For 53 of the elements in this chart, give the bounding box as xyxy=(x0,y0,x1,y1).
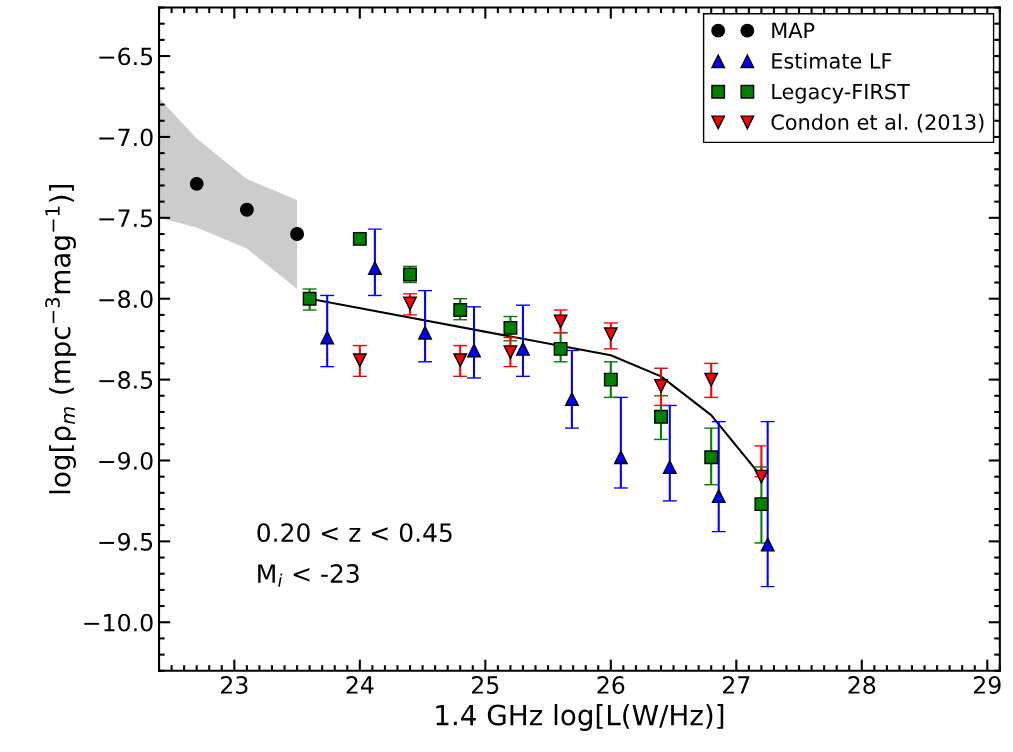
point xyxy=(754,469,769,484)
x-tick-label: 28 xyxy=(848,676,876,694)
point xyxy=(654,379,668,394)
point xyxy=(760,537,775,552)
point xyxy=(290,227,305,241)
point xyxy=(453,353,468,368)
point xyxy=(564,392,579,406)
point xyxy=(654,409,668,424)
point xyxy=(553,341,568,356)
x-tick-label: 26 xyxy=(597,676,625,694)
y-tick-label: −7.0 xyxy=(99,128,153,147)
y-tick-label: −9.5 xyxy=(99,532,153,551)
point xyxy=(403,296,417,311)
point xyxy=(603,372,618,387)
point xyxy=(352,353,367,368)
point xyxy=(704,372,719,387)
x-axis-title: 1.4 GHz log[L(W/Hz)] xyxy=(436,704,724,731)
y-tick-label: −7.5 xyxy=(99,209,153,228)
x-tick-label: 25 xyxy=(472,676,499,694)
x-tick-label: 29 xyxy=(973,676,1001,694)
point xyxy=(704,450,719,465)
point xyxy=(503,345,518,360)
point xyxy=(711,489,726,504)
point xyxy=(613,450,628,465)
point xyxy=(189,176,204,191)
point xyxy=(603,327,618,342)
point xyxy=(467,343,481,358)
annotation: 0.20 < z < 0.45 xyxy=(257,523,452,543)
legend-label: Legacy-FIRST xyxy=(772,83,910,104)
y-tick-label: −8.5 xyxy=(99,371,153,389)
annotation: M$_{i}$ < -23 xyxy=(258,564,359,587)
y-tick-label: −6.5 xyxy=(99,47,153,66)
point xyxy=(453,303,468,317)
x-tick-label: 27 xyxy=(723,676,750,694)
legend-label: MAP xyxy=(772,22,815,38)
legend-label: Condon et al. (2013) xyxy=(771,113,984,133)
point xyxy=(553,314,568,329)
point xyxy=(418,325,433,340)
point xyxy=(239,202,254,217)
y-tick-label: −8.0 xyxy=(99,290,153,309)
point xyxy=(503,320,518,335)
point xyxy=(320,330,335,345)
y-axis-title: log[ρ$_{m}$ (mpc$^{−3}$mag$^{−1}$)] xyxy=(45,185,76,494)
point xyxy=(754,497,769,512)
point xyxy=(302,291,317,306)
x-tick-label: 24 xyxy=(346,676,374,694)
point xyxy=(367,261,382,275)
legend-label: Estimate LF xyxy=(772,52,892,69)
x-tick-label: 23 xyxy=(221,676,248,694)
y-tick-label: −9.0 xyxy=(99,451,153,470)
point xyxy=(516,341,530,356)
y-tick-label: −10.0 xyxy=(84,613,153,632)
point xyxy=(662,460,677,474)
